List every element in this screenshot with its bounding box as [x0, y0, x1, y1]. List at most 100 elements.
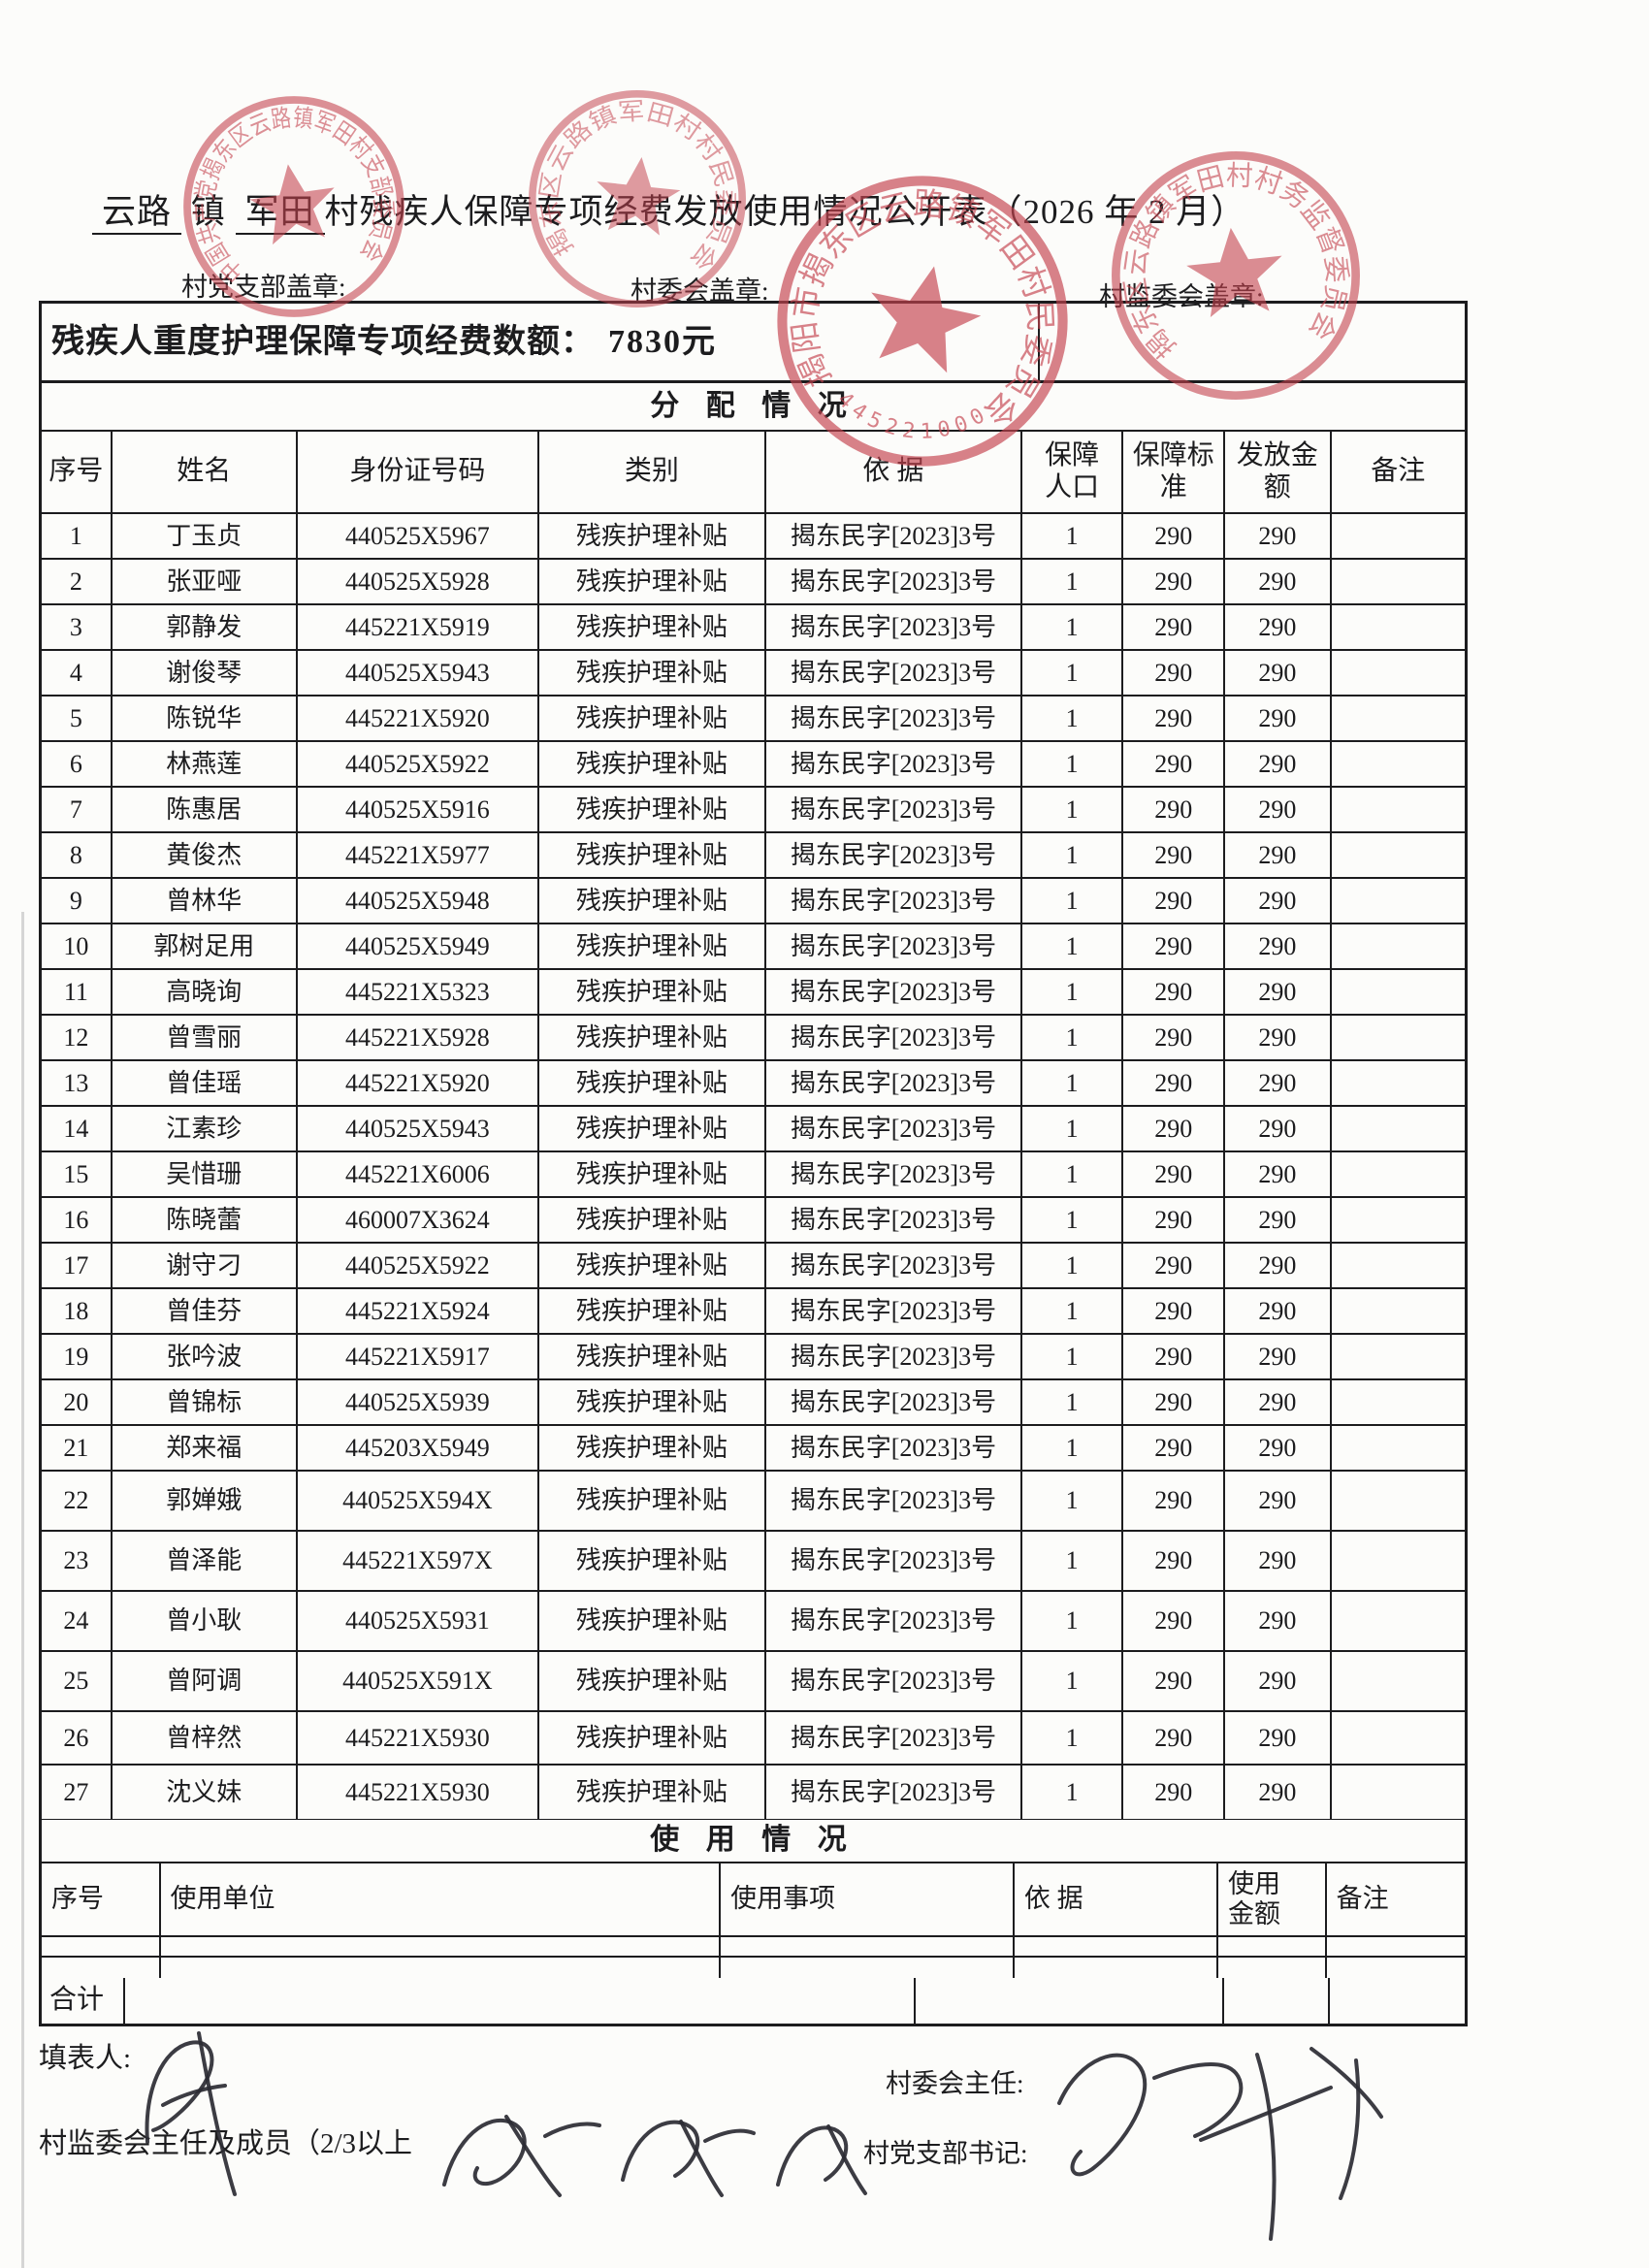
- table-row: 27 沈义妹 445221X5930 残疾护理补贴 揭东民字[2023]3号 1 290 29…: [42, 1766, 1465, 1819]
- table-cell: [161, 1958, 722, 1978]
- table-cell: 残疾护理补贴: [539, 697, 766, 740]
- table-cell: 残疾护理补贴: [539, 924, 766, 968]
- table-cell: 1: [1022, 1016, 1124, 1059]
- table-cell: 揭东民字[2023]3号: [766, 1335, 1022, 1378]
- usage-section-row: 使 用 情 况: [42, 1819, 1465, 1863]
- table-cell: [1015, 1937, 1219, 1956]
- table-cell: 揭东民字[2023]3号: [766, 697, 1022, 740]
- table-row: 24 曾小耿 440525X5931 残疾护理补贴 揭东民字[2023]3号 1 290 29…: [42, 1592, 1465, 1652]
- table-cell: 11: [42, 970, 113, 1014]
- table-cell: 揭东民字[2023]3号: [766, 1472, 1022, 1530]
- table-cell: 440525X591X: [298, 1652, 539, 1710]
- table-cell: [1218, 1937, 1327, 1956]
- table-cell: 445221X5919: [298, 605, 539, 649]
- table-cell: 曾雪丽: [113, 1016, 298, 1059]
- table-cell: 290: [1225, 1532, 1332, 1590]
- table-cell: 290: [1123, 1380, 1226, 1424]
- table-cell: 揭东民字[2023]3号: [766, 833, 1022, 877]
- table-cell: 残疾护理补贴: [539, 1016, 766, 1059]
- table-cell: 曾小耿: [113, 1592, 298, 1650]
- table-cell: 290: [1225, 970, 1332, 1014]
- table-cell: 6: [42, 742, 113, 786]
- table-cell: 290: [1123, 1152, 1226, 1196]
- supervision-members-label: 村监委会主任及成员（2/3以上: [39, 2128, 413, 2159]
- table-cell: 290: [1123, 788, 1226, 831]
- table-cell: 290: [1123, 1712, 1226, 1764]
- table-cell: 445221X5928: [298, 1016, 539, 1059]
- table-cell: 440525X594X: [298, 1472, 539, 1530]
- fund-total-cell: 残疾人重度护理保障专项经费数额： 7830元: [42, 304, 1040, 380]
- table-cell: 290: [1225, 1592, 1332, 1650]
- table-cell: [1332, 560, 1465, 603]
- table-cell: 曾阿调: [113, 1652, 298, 1710]
- table-row: [42, 1958, 1465, 1978]
- table-cell: 残疾护理补贴: [539, 788, 766, 831]
- header-cell: 序号: [42, 1863, 161, 1935]
- table-cell: 290: [1123, 833, 1226, 877]
- table-row: 18 曾佳芬 445221X5924 残疾护理补贴 揭东民字[2023]3号 1 290 29…: [42, 1289, 1465, 1335]
- table-cell: 陈晓蕾: [113, 1198, 298, 1242]
- table-cell: [1332, 1426, 1465, 1470]
- table-cell: 曾梓然: [113, 1712, 298, 1764]
- table-row: 22 郭婵娥 440525X594X 残疾护理补贴 揭东民字[2023]3号 1 290 29…: [42, 1472, 1465, 1532]
- table-cell: 290: [1123, 1472, 1226, 1530]
- table-cell: [1332, 742, 1465, 786]
- fund-total-amount: 7830元: [608, 323, 717, 360]
- table-cell: 张亚哑: [113, 560, 298, 603]
- table-cell: 290: [1225, 651, 1332, 695]
- table-cell: 揭东民字[2023]3号: [766, 1016, 1022, 1059]
- signature-village-committee-director: [1057, 2047, 1383, 2241]
- table-cell: 290: [1123, 651, 1226, 695]
- table-cell: [1332, 1380, 1465, 1424]
- table-cell: [42, 1958, 161, 1978]
- table-cell: 残疾护理补贴: [539, 1335, 766, 1378]
- table-cell: 1: [1022, 1289, 1124, 1333]
- table-cell: 残疾护理补贴: [539, 1244, 766, 1287]
- table-row: 9 曾林华 440525X5948 残疾护理补贴 揭东民字[2023]3号 1 290 290: [42, 879, 1465, 924]
- table-cell: 290: [1123, 1592, 1226, 1650]
- table-cell: 440525X5943: [298, 1107, 539, 1150]
- table-cell: 1: [1022, 970, 1124, 1014]
- table-cell: 揭东民字[2023]3号: [766, 1244, 1022, 1287]
- table-cell: 290: [1123, 742, 1226, 786]
- table-row: 8 黄俊杰 445221X5977 残疾护理补贴 揭东民字[2023]3号 1 290 290: [42, 833, 1465, 879]
- table-cell: 290: [1225, 788, 1332, 831]
- table-cell: 揭东民字[2023]3号: [766, 514, 1022, 558]
- table-row: 4 谢俊琴 440525X5943 残疾护理补贴 揭东民字[2023]3号 1 290 290: [42, 651, 1465, 697]
- table-cell: 21: [42, 1426, 113, 1470]
- table-cell: 残疾护理补贴: [539, 560, 766, 603]
- table-cell: 揭东民字[2023]3号: [766, 1107, 1022, 1150]
- table-cell: 10: [42, 924, 113, 968]
- table-cell: 290: [1123, 1652, 1226, 1710]
- header-cell: 备注: [1371, 456, 1426, 487]
- table-row: 11 高晓询 445221X5323 残疾护理补贴 揭东民字[2023]3号 1 290 29…: [42, 970, 1465, 1016]
- header-cell: 类别: [539, 432, 766, 512]
- table-cell: [1332, 924, 1465, 968]
- table-cell: 2: [42, 560, 113, 603]
- table-cell: 残疾护理补贴: [539, 1712, 766, 1764]
- table-cell: 1: [1022, 788, 1124, 831]
- title-segment: 村残疾人保障专项经费发放使用情况公开表（2026 年 2 月）: [324, 193, 1246, 231]
- table-row: 19 张吟波 445221X5917 残疾护理补贴 揭东民字[2023]3号 1 290 29…: [42, 1335, 1465, 1380]
- table-cell: 张吟波: [113, 1335, 298, 1378]
- fund-total-row: 残疾人重度护理保障专项经费数额： 7830元: [42, 304, 1465, 383]
- table-cell: 290: [1225, 1244, 1332, 1287]
- title-segment: 军田: [235, 193, 325, 235]
- table-cell: 290: [1225, 1472, 1332, 1530]
- table-cell: 25: [42, 1652, 113, 1710]
- table-cell: 1: [1022, 1712, 1124, 1764]
- table-cell: 290: [1225, 742, 1332, 786]
- table-cell: 1: [42, 514, 113, 558]
- usage-section-title: 使 用 情 况: [650, 1824, 857, 1857]
- supervision-committee-stamp-label: 村监委会盖章:: [1099, 282, 1264, 311]
- table-cell: 460007X3624: [298, 1198, 539, 1242]
- table-cell: 林燕莲: [113, 742, 298, 786]
- table-cell: [1332, 1244, 1465, 1287]
- table-cell: 1: [1022, 651, 1124, 695]
- table-cell: [1332, 1766, 1465, 1819]
- distribution-header-row: 序号 姓名 身份证号码 类别依 据保障 人口 保障标 准发放金 额 备注: [42, 432, 1465, 514]
- table-cell: 7: [42, 788, 113, 831]
- table-cell: [721, 1937, 1015, 1956]
- table-cell: 290: [1225, 1198, 1332, 1242]
- table-cell: 曾佳芬: [113, 1289, 298, 1333]
